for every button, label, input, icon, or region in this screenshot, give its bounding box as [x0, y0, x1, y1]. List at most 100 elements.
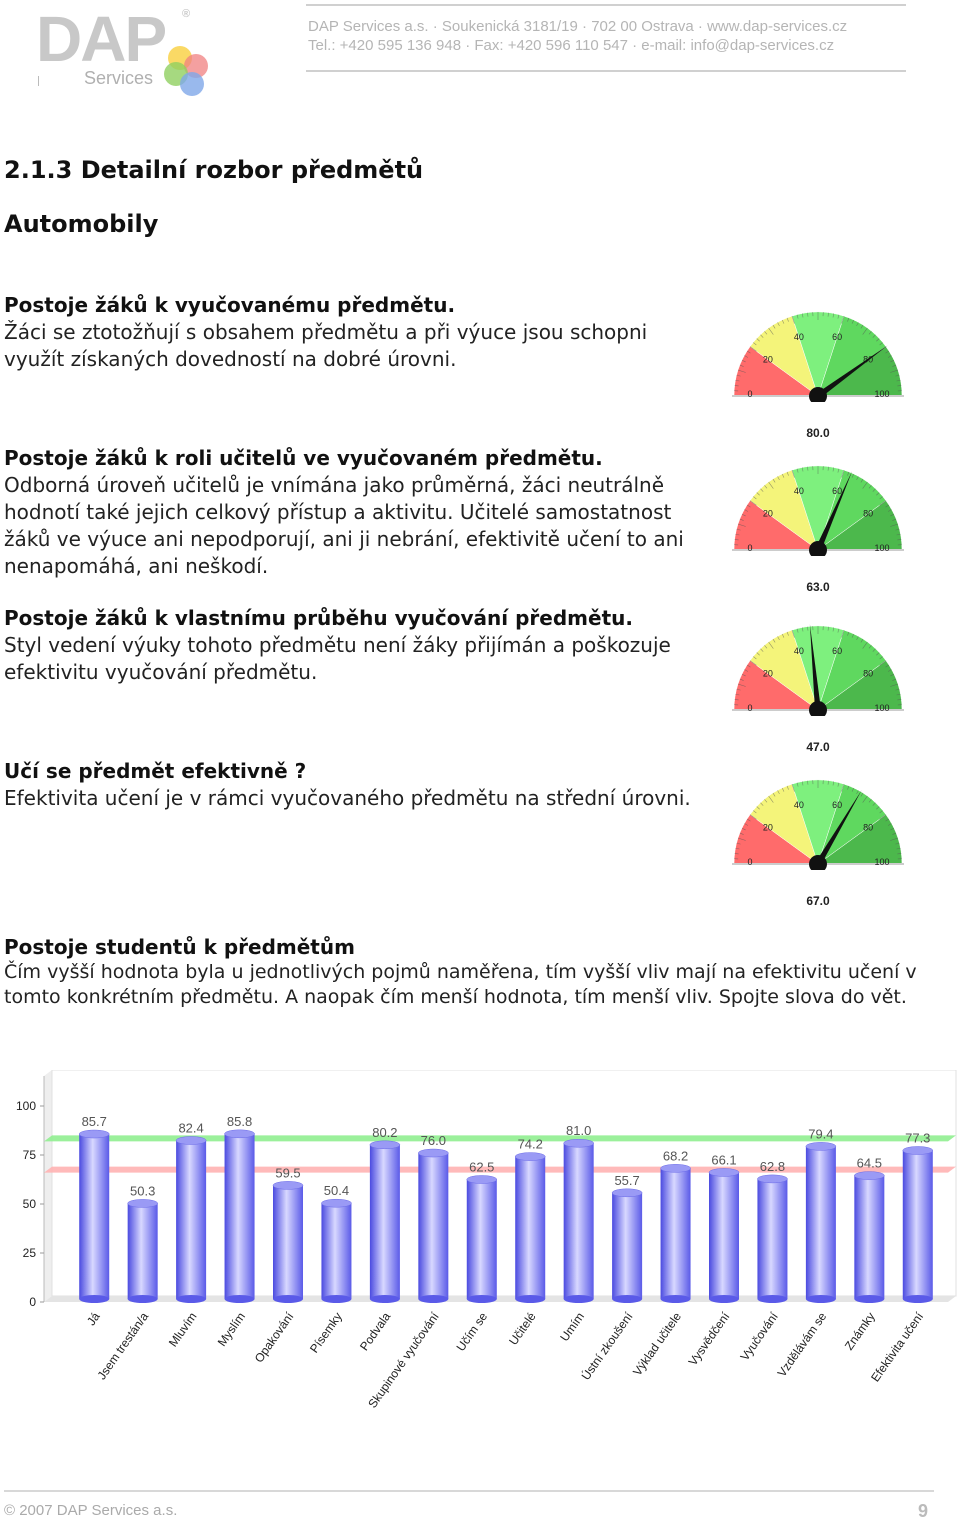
bar-top [903, 1146, 933, 1154]
gauge-tick-label: 100 [874, 389, 889, 399]
bar-value-label: 85.8 [227, 1114, 252, 1129]
header-rule-bottom [306, 70, 906, 72]
bar-value-label: 74.2 [518, 1137, 543, 1152]
bar-top [176, 1136, 206, 1144]
gauge-tick-label: 100 [874, 543, 889, 553]
bar [661, 1164, 691, 1303]
gauge-tick-label: 40 [794, 800, 804, 810]
gauge-tick-label: 40 [794, 646, 804, 656]
bar-bottom [79, 1295, 109, 1303]
gauge-tick-label: 40 [794, 332, 804, 342]
gauge-tick-label: 60 [832, 800, 842, 810]
bar-top [321, 1199, 351, 1207]
category-label: Já [84, 1309, 103, 1328]
category-label: Učitelé [506, 1309, 539, 1347]
bar-bottom [661, 1295, 691, 1303]
bar [79, 1130, 109, 1303]
gauge-tick-label: 60 [832, 486, 842, 496]
y-tick-label: 100 [16, 1099, 36, 1113]
effective-learning-text: Efektivita učení je v rámci vyučovaného … [4, 786, 691, 810]
bar [515, 1153, 545, 1303]
bar-bottom [273, 1295, 303, 1303]
bar-bottom [612, 1295, 642, 1303]
y-tick-label: 0 [29, 1295, 36, 1309]
y-tick-label: 25 [23, 1246, 37, 1260]
gauge-tick-label: 20 [763, 823, 773, 833]
page-number: 9 [918, 1501, 928, 1522]
header-contact-line: Tel.: +420 595 136 948 · Fax: +420 596 1… [308, 37, 834, 54]
attitude-subject-text: Žáci se ztotožňují s obsahem předmětu a … [4, 320, 647, 371]
bar-body [370, 1145, 400, 1299]
bar-bottom [515, 1295, 545, 1303]
bar-top [128, 1199, 158, 1207]
attitude-lessons-title: Postoje žáků k vlastnímu průběhu vyučová… [4, 605, 704, 632]
attitude-teachers-title: Postoje žáků k roli učitelů ve vyučované… [4, 445, 704, 472]
bar [564, 1139, 594, 1303]
bar [128, 1199, 158, 1303]
bar [757, 1175, 787, 1303]
bar-bottom [854, 1295, 884, 1303]
bar-body [128, 1203, 158, 1299]
gauge-value-label: 63.0 [732, 580, 904, 594]
bar-value-label: 81.0 [566, 1123, 591, 1138]
category-label: Ústní zkoušení [578, 1309, 636, 1383]
bar-bottom [321, 1295, 351, 1303]
bar-body [176, 1140, 206, 1299]
bar-value-label: 59.5 [275, 1165, 300, 1180]
students-block: Postoje studentů k předmětům Čím vyšší h… [4, 935, 954, 1010]
bar-value-label: 50.4 [324, 1183, 349, 1198]
attitude-teachers-block: Postoje žáků k roli učitelů ve vyučované… [4, 445, 704, 580]
bar-top [515, 1153, 545, 1161]
gauge-tick-label: 80 [863, 669, 873, 679]
bar-body [273, 1185, 303, 1299]
gauge-tick-label: 40 [794, 486, 804, 496]
gauge-value-label: 80.0 [732, 426, 904, 440]
bar-body [757, 1179, 787, 1299]
bar [176, 1136, 206, 1303]
bar-top [79, 1130, 109, 1138]
category-label: Písemky [307, 1310, 345, 1356]
attitude-subject-title: Postoje žáků k vyučovanému předmětu. [4, 292, 704, 319]
bar-body [903, 1150, 933, 1299]
attitude-subject-block: Postoje žáků k vyučovanému předmětu. Žác… [4, 292, 704, 373]
bar [370, 1141, 400, 1303]
y-tick-label: 75 [23, 1148, 37, 1162]
gauge-tick-label: 100 [874, 703, 889, 713]
bar-value-label: 77.3 [905, 1130, 930, 1145]
category-label: Efektivita učení [868, 1309, 927, 1384]
gauge-value-label: 47.0 [732, 740, 904, 754]
gauge-tick-label: 0 [747, 389, 752, 399]
bar-top [467, 1176, 497, 1184]
header-logo: DAP ® Services [34, 4, 224, 100]
category-label: Vyučování [738, 1309, 782, 1363]
category-label: Známky [842, 1310, 878, 1353]
gauge-value-label: 67.0 [732, 894, 904, 908]
students-title: Postoje studentů k předmětům [4, 935, 954, 960]
gauge-tick-label: 100 [874, 857, 889, 867]
bar-body [79, 1134, 109, 1299]
bar-value-label: 82.4 [178, 1120, 203, 1135]
bar-bottom [418, 1295, 448, 1303]
category-label: Umím [557, 1310, 587, 1344]
bar-bottom [176, 1295, 206, 1303]
gauge-tick-label: 60 [832, 646, 842, 656]
bar-bottom [903, 1295, 933, 1303]
gauge-tick-label: 0 [747, 703, 752, 713]
y-tick-label: 50 [23, 1197, 37, 1211]
attitude-teachers-text: Odborná úroveň učitelů je vnímána jako p… [4, 473, 684, 578]
footer-rule [4, 1490, 934, 1492]
bar-top [709, 1168, 739, 1176]
bar-bottom [467, 1295, 497, 1303]
bar-body [467, 1180, 497, 1300]
category-label: Jsem trestán/a [95, 1309, 152, 1382]
bar-bottom [564, 1295, 594, 1303]
logo-main-text: DAP [36, 2, 165, 76]
bar-value-label: 62.8 [760, 1159, 785, 1174]
section-title: 2.1.3 Detailní rozbor předmětů [4, 156, 423, 184]
bar-value-label: 62.5 [469, 1160, 494, 1175]
bar-body [564, 1143, 594, 1299]
